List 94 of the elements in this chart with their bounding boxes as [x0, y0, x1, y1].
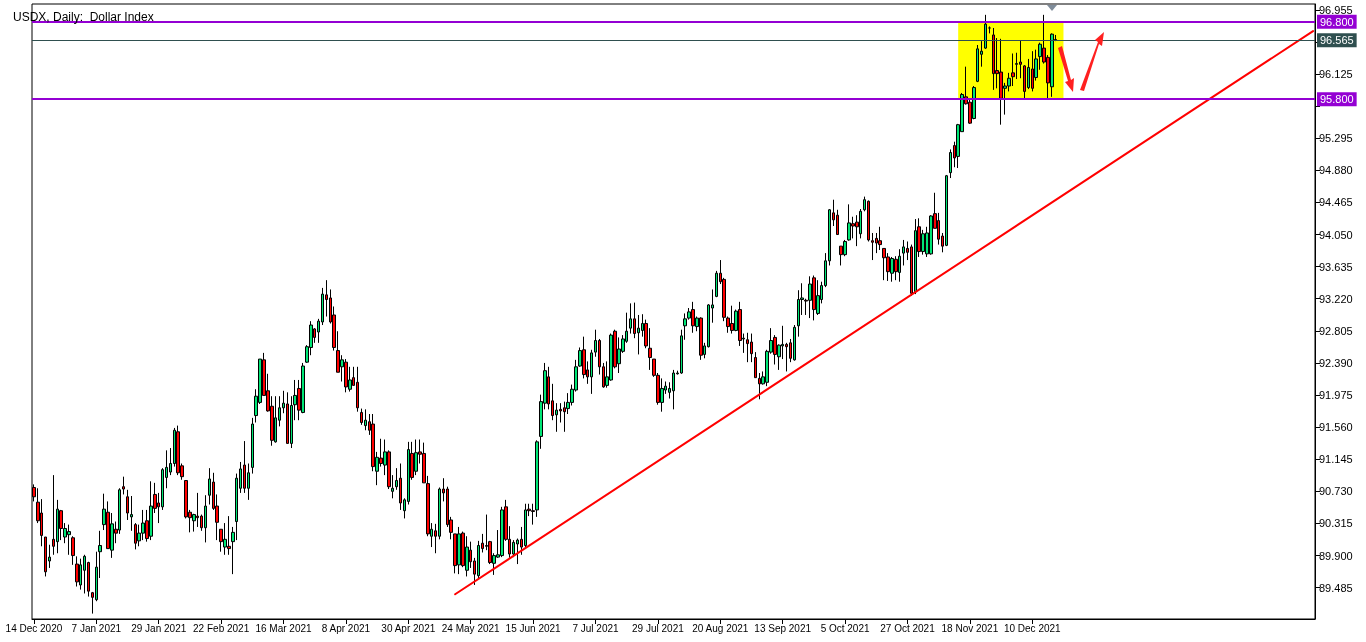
- x-tick-label: 20 Aug 2021: [692, 622, 749, 634]
- candlestick: [1019, 39, 1022, 79]
- candlestick: [360, 408, 363, 426]
- candlestick: [793, 324, 796, 362]
- x-tick-label: 24 May 2021: [441, 622, 501, 634]
- candlestick: [457, 526, 461, 575]
- x-tick-label: 15 Jun 2021: [505, 622, 562, 634]
- candlestick: [898, 248, 901, 283]
- x-tick-label: 8 Apr 2021: [321, 622, 371, 634]
- candlestick: [878, 226, 882, 251]
- candlestick: [71, 535, 75, 566]
- candlestick: [356, 366, 359, 413]
- candlestick: [1050, 32, 1054, 98]
- x-tick-label: 7 Jul 2021: [572, 622, 620, 634]
- x-tick-label: 16 Mar 2021: [255, 622, 313, 634]
- ref-line-label: 95.800: [1320, 93, 1354, 106]
- y-tick-label: 95.295: [1319, 132, 1353, 145]
- candlestick: [886, 252, 890, 282]
- y-tick-label: 91.560: [1319, 421, 1353, 434]
- ref-line-label: 96.800: [1320, 15, 1354, 28]
- y-tick-label: 93.635: [1319, 260, 1353, 273]
- candlestick: [126, 489, 129, 521]
- ref-line-label: 96.565: [1320, 34, 1354, 47]
- candlestick: [134, 522, 137, 550]
- x-tick-label: 27 Oct 2021: [880, 622, 936, 634]
- candlestick: [286, 391, 289, 444]
- candlestick: [992, 27, 995, 91]
- candlestick: [976, 44, 979, 83]
- candlestick: [972, 85, 976, 120]
- candlestick: [754, 351, 757, 379]
- y-tick-label: 90.315: [1319, 517, 1353, 530]
- candlestick: [75, 555, 79, 588]
- candlestick: [208, 467, 211, 506]
- candlestick: [746, 332, 749, 363]
- x-tick-label: 14 Dec 2020: [5, 622, 63, 634]
- candlestick: [1011, 53, 1015, 87]
- candlestick: [149, 480, 153, 541]
- candlestick: [750, 333, 753, 363]
- candlestick: [882, 247, 886, 281]
- candlestick: [52, 474, 55, 556]
- candlestick: [251, 417, 254, 475]
- x-tick-label: 18 Nov 2021: [941, 622, 999, 634]
- candlestick: [914, 218, 917, 295]
- y-tick-label: 89.485: [1319, 581, 1353, 594]
- y-tick-label: 93.220: [1319, 292, 1353, 305]
- candlestick: [629, 302, 632, 335]
- candlestick: [691, 301, 695, 334]
- x-tick-label: 10 Dec 2021: [1003, 622, 1062, 634]
- x-tick-label: 22 Feb 2021: [193, 622, 250, 634]
- candlestick: [660, 377, 664, 413]
- y-tick-label: 94.880: [1319, 164, 1353, 177]
- y-tick-label: 96.125: [1319, 68, 1353, 81]
- x-tick-label: 29 Jan 2021: [131, 622, 187, 634]
- candlestick: [758, 372, 761, 400]
- candlestick: [730, 305, 734, 335]
- y-tick-label: 90.730: [1319, 485, 1353, 498]
- y-tick-label: 94.465: [1319, 196, 1353, 209]
- candlestick: [999, 38, 1003, 126]
- candlestick: [816, 279, 820, 316]
- y-tick-label: 91.145: [1319, 453, 1353, 466]
- candlestick: [44, 536, 47, 577]
- candlestick: [79, 558, 82, 591]
- y-tick-label: 96.955: [1319, 3, 1353, 16]
- y-tick-label: 92.390: [1319, 356, 1353, 369]
- candlestick: [67, 524, 71, 556]
- candlestick: [847, 203, 851, 242]
- candlestick: [364, 408, 367, 431]
- candlestick: [812, 275, 816, 321]
- candlestick: [465, 535, 469, 577]
- candlestick: [344, 358, 348, 393]
- candlestick: [204, 494, 207, 543]
- y-tick-label: 91.975: [1319, 389, 1353, 402]
- candlestick: [196, 492, 199, 528]
- candlestick: [699, 316, 703, 361]
- y-tick-label: 94.050: [1319, 228, 1353, 241]
- x-tick-label: 13 Sep 2021: [754, 622, 812, 634]
- candlestick: [890, 256, 894, 283]
- x-tick-label: 30 Apr 2021: [381, 622, 436, 634]
- x-tick-label: 5 Oct 2021: [820, 622, 870, 634]
- candlestick: [130, 495, 133, 532]
- y-tick-label: 92.805: [1319, 324, 1353, 337]
- y-tick-label: 89.900: [1319, 549, 1353, 562]
- candlestick: [83, 554, 86, 594]
- text: USDX, Daily: Dollar Index: [13, 10, 154, 24]
- candlestick: [808, 275, 812, 319]
- candlestick: [414, 439, 418, 476]
- candlestick: [1031, 50, 1034, 92]
- candlestick: [902, 239, 905, 266]
- x-tick-label: 29 Jul 2021: [632, 622, 685, 634]
- x-tick-label: 7 Jan 2021: [71, 622, 122, 634]
- candlestick: [274, 395, 277, 444]
- candlestick: [176, 425, 180, 476]
- candlestick: [672, 369, 675, 410]
- candlestick: [984, 14, 987, 50]
